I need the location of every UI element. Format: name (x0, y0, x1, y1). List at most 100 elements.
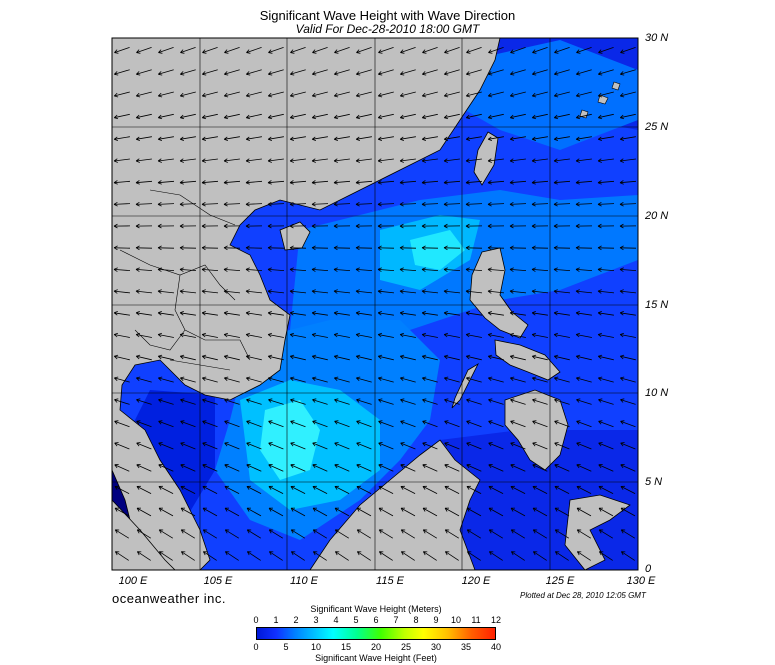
wave-direction-arrow (597, 267, 615, 272)
wave-direction-arrow (465, 354, 482, 361)
wave-direction-arrow (576, 420, 592, 428)
wave-direction-arrow (136, 69, 152, 76)
wave-direction-arrow (466, 398, 482, 405)
wave-direction-arrow (333, 201, 351, 207)
wave-direction-arrow (333, 180, 351, 185)
wave-direction-arrow (531, 136, 548, 141)
wave-direction-arrow (619, 289, 637, 294)
wave-direction-arrow (114, 551, 129, 561)
wave-direction-arrow (135, 113, 152, 120)
wave-direction-arrow (598, 47, 614, 54)
wave-direction-arrow (377, 91, 394, 98)
wave-direction-arrow (553, 91, 570, 98)
wave-direction-arrow (333, 289, 351, 294)
wave-direction-arrow (202, 398, 218, 405)
wave-direction-arrow (575, 158, 592, 163)
wave-direction-arrow (180, 376, 196, 383)
wave-direction-arrow (113, 113, 130, 120)
wave-direction-arrow (488, 376, 504, 383)
wave-direction-arrow (224, 529, 240, 539)
wave-direction-arrow (180, 551, 195, 561)
wave-direction-arrow (488, 551, 503, 561)
wave-direction-arrow (158, 442, 174, 450)
wave-direction-arrow (575, 267, 593, 272)
wave-direction-arrow (355, 91, 372, 98)
wave-direction-arrow (245, 311, 262, 316)
wave-direction-arrow (421, 91, 438, 98)
wave-direction-arrow (157, 201, 175, 207)
wave-direction-arrow (597, 332, 614, 338)
wave-direction-arrow (334, 464, 350, 472)
wave-direction-arrow (620, 420, 636, 428)
wave-direction-arrow (113, 311, 130, 316)
wave-direction-arrow (356, 507, 372, 517)
wave-direction-arrow (575, 332, 592, 338)
colorbar-feet-tick: 5 (283, 642, 289, 652)
wave-direction-arrow (509, 158, 526, 163)
lat-label-15n: 15 N (645, 299, 669, 311)
wave-direction-arrow (421, 332, 438, 338)
wave-direction-arrow (114, 47, 130, 54)
wave-direction-arrow (377, 354, 394, 361)
wave-direction-arrow (289, 354, 306, 361)
wave-direction-arrow (619, 113, 636, 120)
wave-direction-arrow (202, 551, 217, 561)
wave-direction-arrow (356, 398, 372, 405)
colorbar-feet-tick: 20 (370, 642, 382, 652)
lat-label-10n: 10 N (645, 387, 669, 399)
wave-direction-arrow (114, 420, 130, 428)
wave-direction-arrow (597, 113, 614, 120)
wave-direction-arrow (532, 398, 548, 405)
wave-direction-arrow (180, 398, 196, 405)
wave-direction-arrow (400, 376, 416, 383)
wave-direction-arrow (619, 245, 637, 251)
wave-direction-arrow (510, 69, 526, 76)
wave-direction-arrow (443, 180, 461, 185)
wave-direction-arrow (355, 201, 373, 207)
wave-direction-arrow (466, 507, 482, 517)
wave-direction-arrow (268, 464, 284, 472)
wave-direction-arrow (333, 113, 350, 120)
wave-direction-arrow (443, 245, 461, 251)
wave-direction-arrow (421, 136, 438, 141)
wave-direction-arrow (576, 69, 592, 76)
wave-direction-arrow (509, 267, 527, 272)
wave-direction-arrow (224, 464, 240, 472)
wave-direction-arrow (201, 332, 218, 338)
wave-direction-arrow (114, 442, 130, 450)
wave-direction-arrow (245, 223, 263, 229)
wave-direction-arrow (246, 420, 262, 428)
wave-direction-arrow (289, 201, 307, 207)
wave-direction-arrow (311, 158, 328, 163)
wave-direction-arrow (267, 311, 284, 316)
wave-direction-arrow (179, 91, 196, 98)
wave-direction-arrow (224, 376, 240, 383)
wave-direction-arrow (333, 267, 351, 272)
wave-direction-arrow (444, 507, 460, 517)
wave-direction-arrow (311, 267, 329, 272)
wave-direction-arrow (597, 201, 615, 207)
wave-direction-arrow (554, 529, 570, 539)
wave-direction-arrow (377, 289, 395, 294)
wave-direction-arrow (465, 289, 483, 294)
wave-direction-arrow (554, 398, 570, 405)
wave-direction-arrow (333, 311, 350, 316)
wave-direction-arrow (554, 485, 570, 494)
wave-direction-arrow (510, 507, 526, 517)
colorbar-meters-tick: 5 (353, 615, 359, 625)
wave-direction-arrow (114, 485, 130, 494)
lon-label-130e: 130 E (626, 575, 656, 587)
wave-direction-arrow (268, 69, 284, 76)
wave-direction-arrow (114, 507, 130, 517)
wave-direction-arrow (488, 47, 504, 54)
wave-direction-arrow (157, 332, 174, 338)
wave-direction-arrow (488, 485, 504, 494)
wave-direction-arrow (334, 69, 350, 76)
wave-direction-arrow (377, 113, 394, 120)
wave-direction-arrow (136, 398, 152, 405)
wave-direction-arrow (422, 420, 438, 428)
wave-direction-arrow (158, 398, 174, 405)
wave-direction-arrow (113, 332, 130, 338)
wave-direction-arrow (576, 529, 592, 539)
wave-direction-arrow (487, 201, 505, 207)
